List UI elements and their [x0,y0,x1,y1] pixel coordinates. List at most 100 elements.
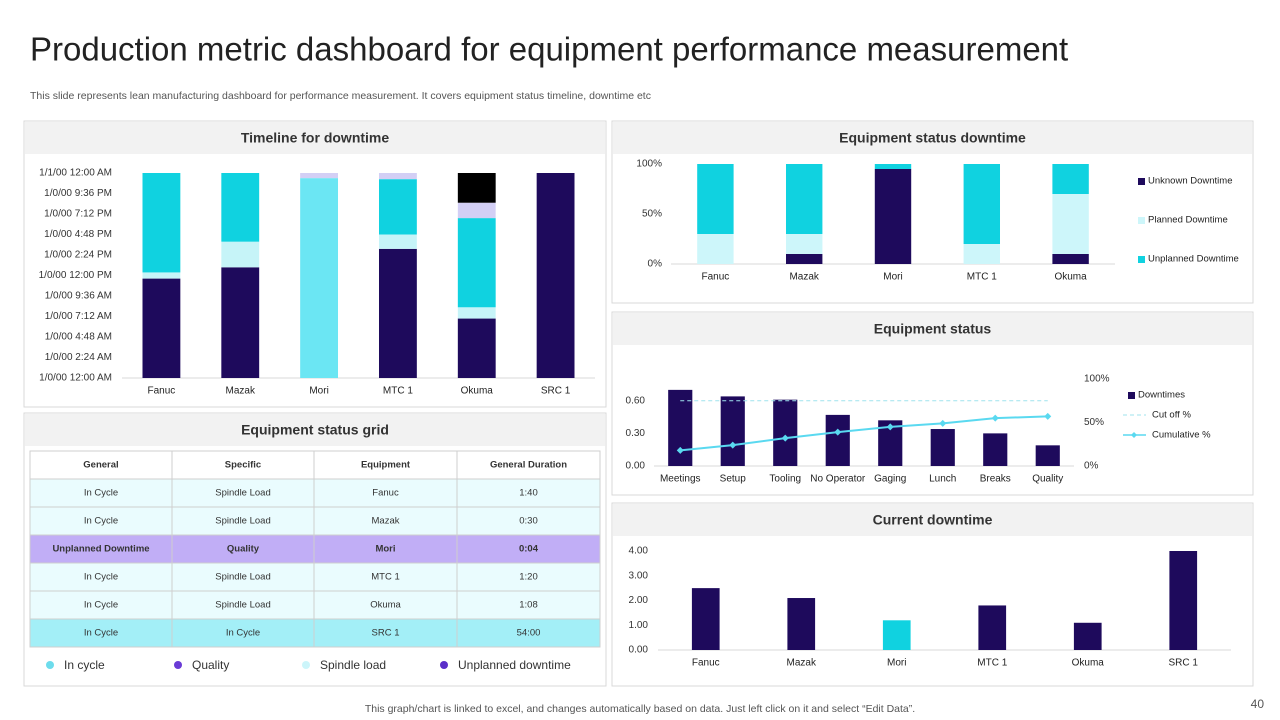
bar [983,433,1008,466]
y-tick-label: 3.00 [629,570,649,581]
table-text: 1:08 [519,600,538,611]
table-cell [171,534,315,564]
x-tick-label: SRC 1 [1169,658,1199,669]
table-header-text: Specific [225,460,261,471]
bar [785,164,823,234]
legend-swatch [1128,392,1135,399]
line-marker [939,419,947,427]
y-tick-label: 4.00 [629,546,649,557]
bar [221,241,260,268]
x-tick-label: Fanuc [148,386,176,397]
legend-label: Planned Downtime [1148,215,1228,226]
table-text: In Cycle [84,628,118,639]
x-tick-label: Fanuc [702,272,730,283]
bar [1052,194,1089,254]
x-tick-label: Fanuc [692,658,720,669]
x-tick-label: MTC 1 [977,658,1007,669]
table-header-text: General [83,460,118,471]
bar [378,248,417,378]
panel-header [25,122,605,154]
table-header-cell [171,450,315,480]
table-cell [29,478,173,508]
line-marker [834,428,842,436]
bar [691,588,720,650]
table-text: Spindle Load [215,572,270,583]
y-tick-label: 0% [648,259,663,270]
page-title: Production metric dashboard for equipmen… [30,31,1068,68]
bar [1073,622,1102,650]
table-text: Quality [227,544,260,555]
table-cell [29,534,173,564]
table-cell [456,478,601,508]
line-marker [1044,412,1052,420]
x-tick-label: Mori [887,658,906,669]
line-marker [991,414,999,422]
table-cell [171,618,315,648]
bar [300,173,339,179]
x-tick-label: No Operator [810,474,866,485]
panel-header [613,504,1252,536]
x-tick-label: Tooling [769,474,801,485]
bar [457,307,496,319]
legend-dot [46,661,54,669]
bar [300,178,339,378]
line-marker [781,434,789,442]
table-text: 54:00 [517,628,541,639]
x-tick-label: Mori [309,386,328,397]
bar [536,173,575,378]
bar [1035,445,1060,466]
bar [930,429,955,466]
bar [963,244,1001,264]
bar [874,169,912,264]
legend-label: Unplanned Downtime [1148,254,1239,265]
x-tick-label: Setup [720,474,747,485]
table-text: SRC 1 [372,628,400,639]
table-text: Mazak [372,516,400,527]
table-text: Unplanned Downtime [52,544,149,555]
table-header-text: General Duration [490,460,567,471]
bar [1169,551,1198,650]
y2-tick-label: 100% [1084,374,1110,385]
y-tick-label: 1/0/00 9:36 PM [44,188,112,199]
bar [668,389,693,466]
table-text: Okuma [370,600,401,611]
bar [1052,164,1089,194]
panel-header [25,414,605,446]
page-number: 40 [1251,697,1265,711]
bar [785,254,823,264]
table-text: In Cycle [226,628,260,639]
legend-label: Unknown Downtime [1148,176,1232,187]
y-tick-label: 1/0/00 9:36 AM [45,291,112,302]
table-text: Spindle Load [215,488,270,499]
legend-dot [174,661,182,669]
y-tick-label: 1/0/00 7:12 PM [44,209,112,220]
bar [221,173,260,242]
legend-label: Quality [192,658,229,672]
legend-label: Unplanned downtime [458,658,571,672]
table-text: In Cycle [84,488,118,499]
x-tick-label: Lunch [929,474,956,485]
bar [825,414,850,466]
table-cell [29,562,173,592]
x-tick-label: Mori [883,272,902,283]
legend-label: Cumulative % [1152,430,1211,441]
x-tick-label: Mazak [226,386,256,397]
panel-title: Current downtime [873,512,993,528]
bar [142,278,181,378]
x-tick-label: Okuma [461,386,494,397]
table-header-cell [313,450,458,480]
x-tick-label: Okuma [1054,272,1087,283]
x-tick-label: SRC 1 [541,386,571,397]
table-text: In Cycle [84,572,118,583]
table-text: Spindle Load [215,600,270,611]
x-tick-label: Quality [1032,474,1063,485]
bar [963,164,1001,244]
table-cell [313,478,458,508]
bar [378,179,417,235]
legend-swatch [1138,256,1145,263]
line-marker [886,423,894,431]
legend-label: Cut off % [1152,410,1191,421]
x-tick-label: Mazak [789,272,819,283]
y-tick-label: 1/0/00 2:24 PM [44,250,112,261]
x-tick-label: MTC 1 [383,386,413,397]
